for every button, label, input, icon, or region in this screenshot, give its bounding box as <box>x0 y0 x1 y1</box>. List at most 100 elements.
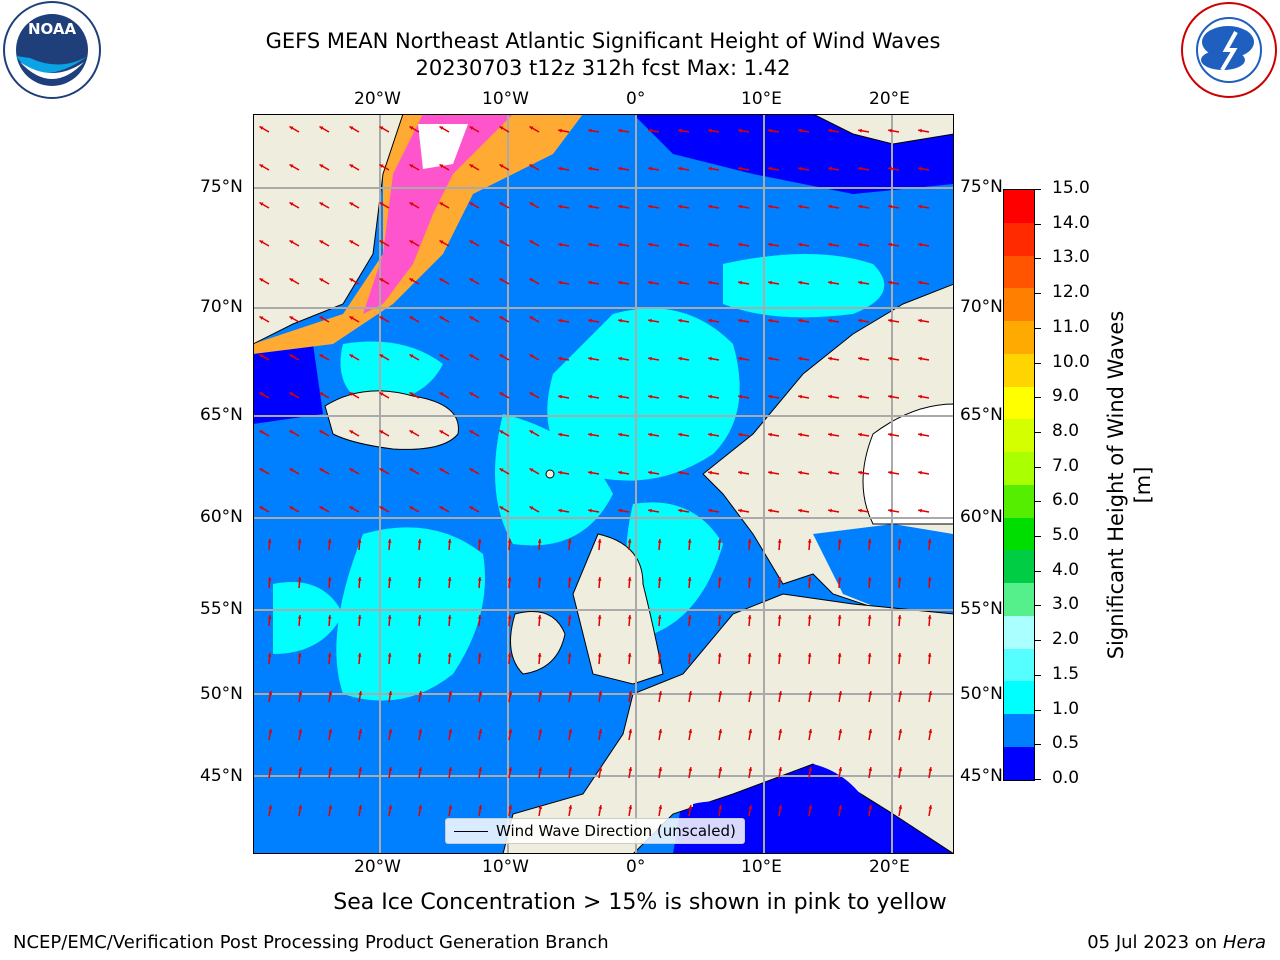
wind-wave-arrow-head <box>778 767 783 771</box>
colorbar-segment <box>1004 222 1034 256</box>
wind-wave-arrow-head <box>259 316 264 320</box>
wind-wave-arrow-head <box>898 691 903 695</box>
wind-wave-arrow-head <box>627 577 632 581</box>
wind-wave-arrow-head <box>588 204 592 209</box>
wind-wave-arrow-head <box>388 767 393 771</box>
colorbar-tick-label: 4.0 <box>1052 559 1080 580</box>
wind-wave-arrow-head <box>537 653 542 657</box>
wind-wave-arrow-head <box>597 539 602 543</box>
colorbar-tick-mark <box>1034 223 1041 225</box>
wind-wave-arrow-head <box>688 729 693 733</box>
wind-wave-arrow-head <box>507 577 512 581</box>
wind-wave-arrow-head <box>708 204 712 209</box>
wind-wave-arrow-head <box>328 767 333 771</box>
wind-wave-arrow-head <box>349 164 354 168</box>
wind-wave-arrow-head <box>657 577 662 581</box>
lon-tick-top: 20°E <box>869 89 910 109</box>
wind-wave-arrow-head <box>828 166 832 171</box>
wind-wave-arrow-head <box>289 506 294 510</box>
colorbar-segment <box>1004 747 1034 780</box>
colorbar-segment <box>1004 190 1034 223</box>
wind-wave-arrow-head <box>469 316 474 320</box>
wind-wave-arrow-head <box>447 577 452 581</box>
wind-wave-arrow-head <box>588 166 592 171</box>
colorbar-tick-mark <box>1034 570 1041 572</box>
wind-wave-arrow-head <box>469 392 474 396</box>
wind-wave-arrow-head <box>648 432 652 437</box>
wind-wave-arrow-head <box>618 470 622 475</box>
colorbar-tick-mark <box>1034 466 1041 468</box>
wind-wave-arrow-head <box>747 577 752 581</box>
wind-wave-arrow-head <box>508 729 513 733</box>
wind-wave-arrow-head <box>598 691 603 695</box>
colorbar-tick-label: 0.0 <box>1052 768 1080 788</box>
wind-wave-arrow-head <box>558 204 562 209</box>
wind-wave-arrow-head <box>858 394 862 399</box>
wind-wave-arrow-head <box>567 653 572 657</box>
wind-wave-arrow-head <box>418 767 423 771</box>
wind-wave-arrow-head <box>657 615 662 619</box>
wind-wave-arrow-head <box>708 470 712 475</box>
wind-wave-arrow-head <box>529 164 534 168</box>
wind-wave-arrow-head <box>448 805 453 809</box>
wind-wave-arrow-head <box>588 242 592 247</box>
wind-wave-arrow-head <box>868 691 873 695</box>
wind-wave-arrow-head <box>499 392 504 396</box>
colorbar-tick-mark <box>1034 501 1041 503</box>
wind-wave-arrow-head <box>858 508 862 513</box>
colorbar-segment <box>1004 681 1034 715</box>
wind-wave-arrow-head <box>297 615 302 619</box>
wind-wave-arrow-head <box>477 577 482 581</box>
wind-wave-arrow-head <box>828 204 832 209</box>
wind-wave-arrow-head <box>618 432 622 437</box>
wind-wave-arrow-head <box>448 729 453 733</box>
wind-wave-arrow-head <box>259 240 264 244</box>
wind-wave-arrow-head <box>838 729 843 733</box>
colorbar-tick-mark <box>1034 362 1041 364</box>
wind-wave-arrow-head <box>349 354 354 358</box>
wind-wave-arrow-head <box>409 506 414 510</box>
wind-wave-arrow-head <box>499 202 504 206</box>
wind-wave-arrow-head <box>349 468 354 472</box>
wind-wave-arrow-head <box>658 805 663 809</box>
wind-wave-arrow-head <box>448 691 453 695</box>
wind-wave-arrow-head <box>289 354 294 358</box>
wind-wave-arrow-head <box>439 240 444 244</box>
wind-wave-arrow-head <box>297 577 302 581</box>
wind-wave-arrow-head <box>717 539 722 543</box>
wind-wave-arrow-head <box>678 166 682 171</box>
wind-wave-arrow-head <box>717 615 722 619</box>
wind-wave-arrow-head <box>478 805 483 809</box>
wind-wave-arrow-head <box>478 691 483 695</box>
wind-wave-arrow-head <box>918 508 922 513</box>
wind-wave-arrow-head <box>838 805 843 809</box>
wind-wave-arrow-head <box>777 539 782 543</box>
wind-wave-arrow-head <box>289 392 294 396</box>
wind-wave-arrow-head <box>439 506 444 510</box>
wind-wave-arrow-head <box>418 691 423 695</box>
colorbar-tick-label: 1.0 <box>1052 698 1080 719</box>
wind-wave-arrow-head <box>558 356 562 361</box>
wind-wave-arrow-head <box>837 539 842 543</box>
wind-wave-arrow-head <box>808 767 813 771</box>
wind-wave-arrow-head <box>379 468 384 472</box>
wind-wave-arrow-head <box>588 394 592 399</box>
wind-wave-arrow-head <box>499 240 504 244</box>
wind-wave-arrow-head <box>708 280 712 285</box>
map-legend: Wind Wave Direction (unscaled) <box>445 818 745 844</box>
wind-wave-arrow-head <box>888 242 892 247</box>
wind-wave-arrow-head <box>918 470 922 475</box>
wind-wave-arrow-head <box>507 539 512 543</box>
wind-wave-arrow-head <box>439 354 444 358</box>
wind-wave-arrow-head <box>798 508 802 513</box>
wind-wave-arrow-head <box>798 394 802 399</box>
wind-wave-arrow-head <box>477 615 482 619</box>
wind-wave-arrow-head <box>529 506 534 510</box>
wind-wave-arrow-head <box>748 805 753 809</box>
wind-wave-arrow-head <box>678 128 682 133</box>
wind-wave-arrow-head <box>717 653 722 657</box>
wind-wave-arrow-head <box>657 539 662 543</box>
wind-wave-arrow-head <box>837 653 842 657</box>
wind-wave-arrow-head <box>319 392 324 396</box>
wind-wave-arrow-head <box>888 318 892 323</box>
